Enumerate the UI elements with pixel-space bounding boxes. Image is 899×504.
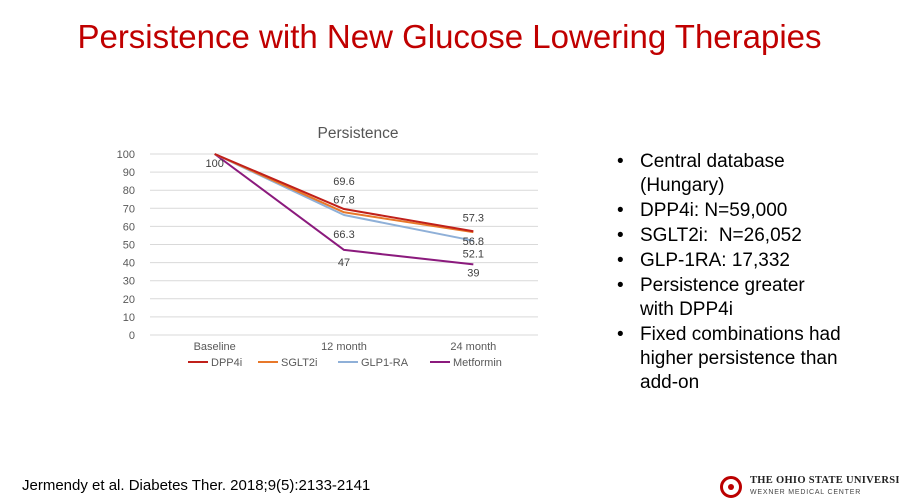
bullet-item: • GLP-1RA: 17,332 [613, 249, 883, 273]
bullet-text: Central database [640, 151, 785, 172]
x-tick-label: 24 month [450, 341, 496, 353]
bullet-item: • Persistence greater with DPP4i [613, 274, 883, 322]
bullet-dot: • [617, 200, 624, 221]
bullet-text: GLP-1RA: 17,332 [640, 250, 790, 271]
data-label: 66.3 [333, 229, 354, 241]
y-tick-label: 30 [123, 276, 135, 288]
bullet-dot: • [617, 225, 624, 246]
x-tick-label: 12 month [321, 341, 367, 353]
persistence-chart-svg: Persistence 0 10 20 30 40 50 60 70 80 90 100 Baselin… [117, 125, 538, 369]
persistence-chart: Persistence 0 10 20 30 40 50 60 70 80 90 100 Baselin… [108, 118, 548, 383]
bullet-text: SGLT2i: N=26,052 [640, 225, 802, 246]
bullet-dot: • [617, 250, 624, 271]
bullet-dot: • [617, 324, 624, 345]
bullet-text: higher persistence than [640, 348, 838, 369]
bullet-text: with DPP4i [640, 299, 733, 320]
logo-name: The Ohio State University [750, 475, 899, 486]
x-tick-label: Baseline [194, 341, 236, 353]
y-tick-label: 50 [123, 240, 135, 252]
bullet-item: • Central database (Hungary) [613, 150, 883, 198]
university-logo: The Ohio State University WEXNER MEDICAL… [720, 474, 899, 500]
legend-label: GLP1-RA [361, 357, 409, 369]
data-label: 47 [338, 257, 350, 269]
citation: Jermendy et al. Diabetes Ther. 2018;9(5)… [22, 477, 371, 494]
bullet-item: • DPP4i: N=59,000 [613, 199, 883, 223]
logo-subtitle: WEXNER MEDICAL CENTER [750, 489, 862, 496]
chart-title: Persistence [318, 125, 399, 142]
series-line-metformin [214, 153, 474, 266]
bullet-list: • Central database (Hungary) • DPP4i: N=… [613, 150, 883, 396]
series-line-dpp4i [214, 153, 474, 233]
y-tick-label: 90 [123, 167, 135, 179]
bullet-item: • SGLT2i: N=26,052 [613, 224, 883, 248]
bullet-text: (Hungary) [640, 175, 725, 196]
slide-title: Persistence with New Glucose Lowering Th… [77, 18, 822, 55]
bullet-text: Persistence greater [640, 275, 805, 296]
osu-block-o-icon [720, 476, 742, 498]
data-label: 56.8 [463, 236, 484, 248]
bullet-text: Fixed combinations had [640, 324, 841, 345]
y-tick-label: 80 [123, 185, 135, 197]
data-label: 52.1 [463, 249, 484, 261]
data-label: 57.3 [463, 212, 484, 224]
y-tick-label: 10 [123, 312, 135, 324]
bullet-item: • Fixed combinations had higher persiste… [613, 323, 883, 395]
data-label: 100 [205, 158, 223, 170]
y-tick-label: 70 [123, 203, 135, 215]
y-tick-label: 20 [123, 294, 135, 306]
y-tick-label: 100 [117, 149, 135, 161]
legend-label: DPP4i [211, 357, 242, 369]
data-label: 67.8 [333, 194, 354, 206]
legend-label: SGLT2i [281, 357, 317, 369]
bullet-text: DPP4i: N=59,000 [640, 200, 788, 221]
y-tick-label: 40 [123, 258, 135, 270]
bullet-text: add-on [640, 372, 700, 393]
series-line-sglt2i [214, 153, 474, 234]
data-label: 39 [467, 267, 479, 279]
data-label: 69.6 [333, 176, 354, 188]
legend-label: Metformin [453, 357, 502, 369]
y-tick-label: 60 [123, 221, 135, 233]
bullet-dot: • [617, 151, 624, 172]
y-tick-label: 0 [129, 330, 135, 342]
bullet-dot: • [617, 275, 624, 296]
